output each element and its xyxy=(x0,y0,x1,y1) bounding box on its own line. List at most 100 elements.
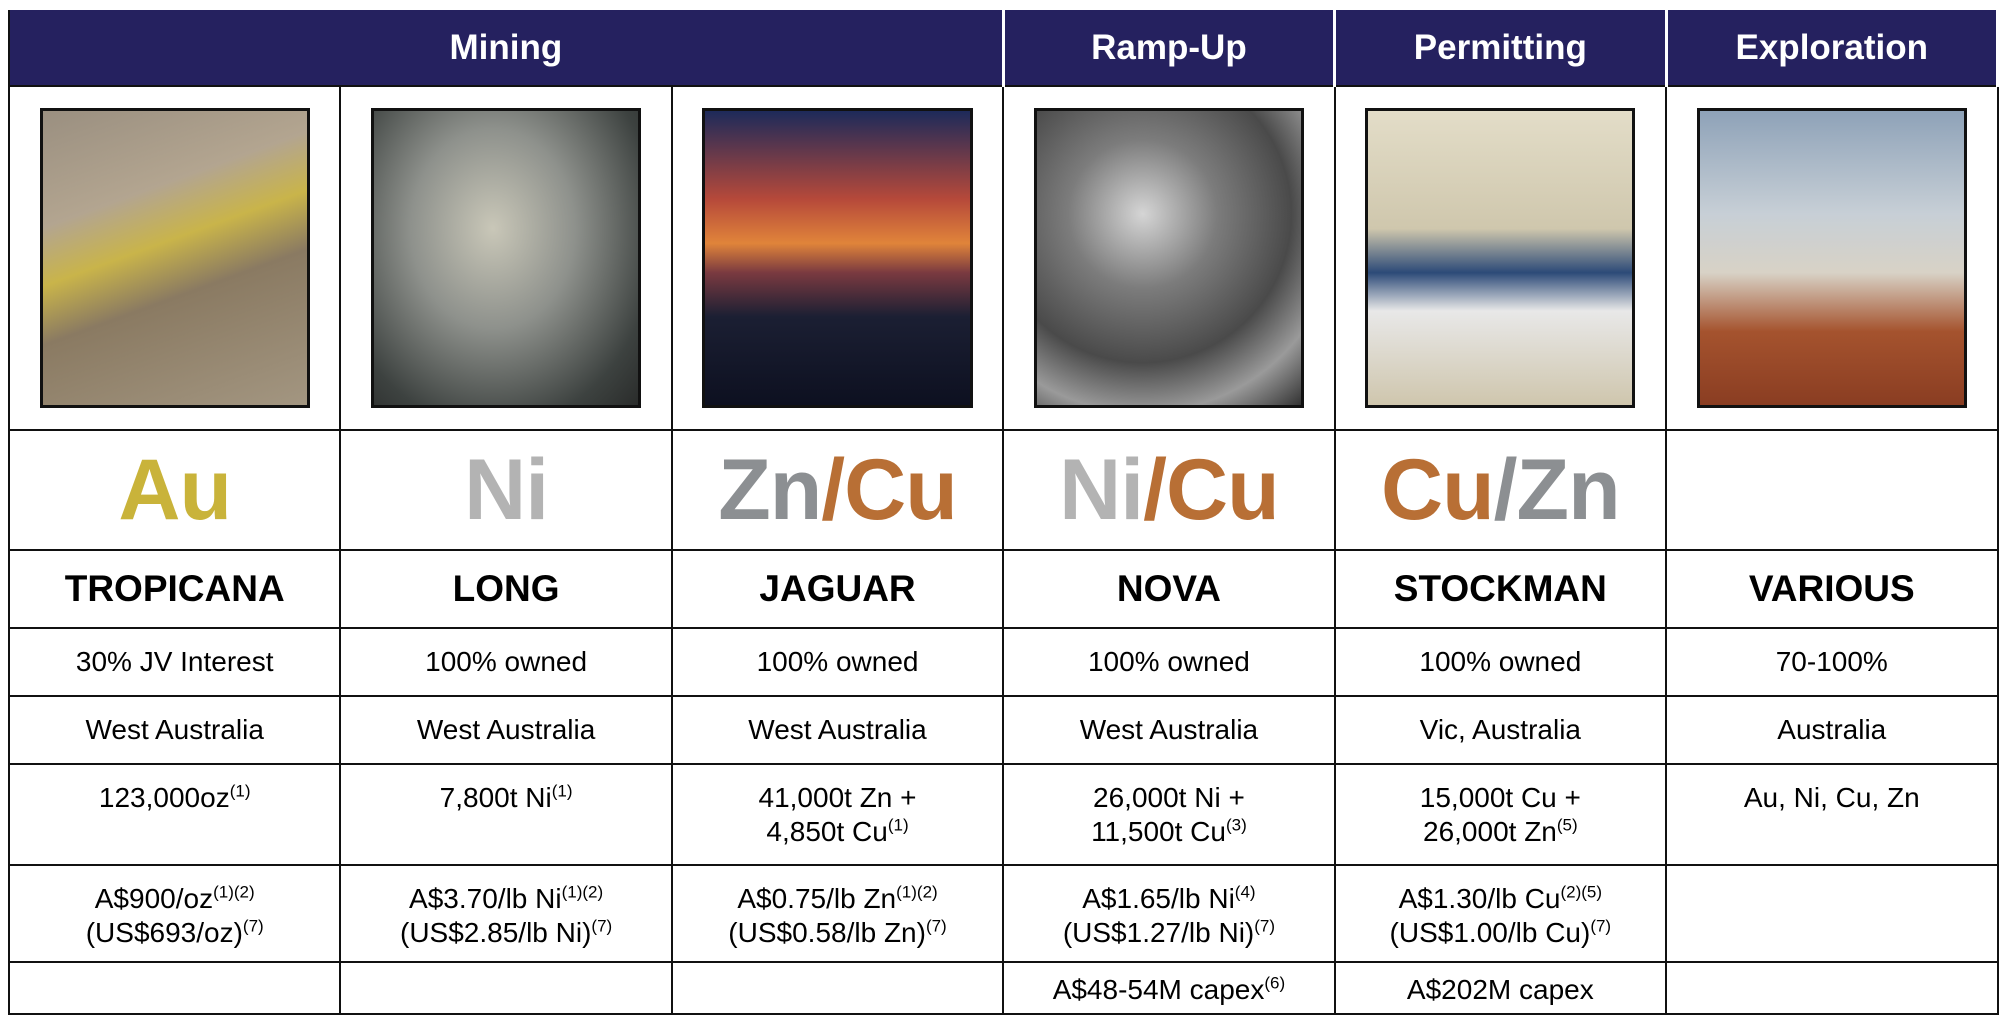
element-cell: Cu/Zn xyxy=(1335,430,1666,550)
capex-cell: A$48-54M capex(6) xyxy=(1003,962,1334,1014)
production-line: 26,000t Zn(5) xyxy=(1336,815,1665,849)
footnote-ref: (7) xyxy=(1254,917,1275,936)
element-symbol: Au xyxy=(118,442,231,538)
footnote-ref: (3) xyxy=(1226,816,1247,835)
production-line: 15,000t Cu + xyxy=(1336,781,1665,815)
footnote-ref: (1) xyxy=(552,782,573,801)
cost-text: A$3.70/lb Ni xyxy=(409,883,562,914)
production-text: 123,000oz xyxy=(99,782,230,813)
cost-cell: A$900/oz(1)(2)(US$693/oz)(7) xyxy=(9,865,340,962)
production-line: 123,000oz(1) xyxy=(10,781,339,815)
project-name: JAGUAR xyxy=(672,550,1003,628)
cost-cell: A$1.65/lb Ni(4)(US$1.27/lb Ni)(7) xyxy=(1003,865,1334,962)
cost-text: A$900/oz xyxy=(95,883,213,914)
location: West Australia xyxy=(340,696,671,764)
cost-line: A$3.70/lb Ni(1)(2) xyxy=(341,882,670,916)
table-row xyxy=(9,86,1998,430)
cost-line: A$900/oz(1)(2) xyxy=(10,882,339,916)
element-symbol: Cu xyxy=(1381,442,1494,538)
photo-cell xyxy=(9,86,340,430)
project-name: LONG xyxy=(340,550,671,628)
footnote-ref: (1)(2) xyxy=(562,883,604,902)
ownership: 70-100% xyxy=(1666,628,1997,696)
production-text: 26,000t Zn xyxy=(1423,816,1557,847)
cost-line: (US$693/oz)(7) xyxy=(10,916,339,950)
footnote-ref: (6) xyxy=(1264,974,1285,993)
cost-text: (US$2.85/lb Ni) xyxy=(400,917,591,948)
footnote-ref: (1)(2) xyxy=(213,883,255,902)
production-line: 4,850t Cu(1) xyxy=(673,815,1002,849)
location: West Australia xyxy=(1003,696,1334,764)
ownership: 100% owned xyxy=(672,628,1003,696)
photo xyxy=(1034,108,1304,408)
project-name: TROPICANA xyxy=(9,550,340,628)
footnote-ref: (1) xyxy=(888,816,909,835)
page: MiningRamp-UpPermittingExploration Au Ni Zn… xyxy=(0,0,1999,1020)
photo-cell xyxy=(340,86,671,430)
footnote-ref: (2)(5) xyxy=(1560,883,1602,902)
element-cell xyxy=(1666,430,1997,550)
production-line: Au, Ni, Cu, Zn xyxy=(1667,781,1996,815)
stage-header: Mining xyxy=(9,10,1003,86)
cost-cell: A$1.30/lb Cu(2)(5)(US$1.00/lb Cu)(7) xyxy=(1335,865,1666,962)
cost-text: (US$1.27/lb Ni) xyxy=(1063,917,1254,948)
production-line: 26,000t Ni + xyxy=(1004,781,1333,815)
production-line: 41,000t Zn + xyxy=(673,781,1002,815)
production-cell: Au, Ni, Cu, Zn xyxy=(1666,764,1997,865)
production-line: 7,800t Ni(1) xyxy=(341,781,670,815)
photo xyxy=(1697,108,1967,408)
cost-line: A$1.30/lb Cu(2)(5) xyxy=(1336,882,1665,916)
location: Vic, Australia xyxy=(1335,696,1666,764)
capex-cell xyxy=(672,962,1003,1014)
footnote-ref: (1) xyxy=(230,782,251,801)
element-cell: Zn/Cu xyxy=(672,430,1003,550)
footnote-ref: (1)(2) xyxy=(896,883,938,902)
ownership: 30% JV Interest xyxy=(9,628,340,696)
photo-cell xyxy=(1003,86,1334,430)
capex-cell xyxy=(1666,962,1997,1014)
table-row: Au Ni Zn/Cu Ni/Cu Cu/Zn xyxy=(9,430,1998,550)
project-name: VARIOUS xyxy=(1666,550,1997,628)
element-symbol: /Cu xyxy=(821,442,957,538)
cost-text: A$1.30/lb Cu xyxy=(1399,883,1561,914)
ownership: 100% owned xyxy=(340,628,671,696)
production-text: 11,500t Cu xyxy=(1091,816,1226,847)
production-cell: 41,000t Zn +4,850t Cu(1) xyxy=(672,764,1003,865)
cost-text: A$1.65/lb Ni xyxy=(1082,883,1235,914)
production-text: 26,000t Ni + xyxy=(1093,782,1245,813)
cost-line: A$0.75/lb Zn(1)(2) xyxy=(673,882,1002,916)
location: Australia xyxy=(1666,696,1997,764)
element-symbol: Ni xyxy=(464,442,548,538)
production-text: 15,000t Cu + xyxy=(1420,782,1581,813)
cost-line: (US$1.00/lb Cu)(7) xyxy=(1336,916,1665,950)
footnote-ref: (5) xyxy=(1557,816,1578,835)
production-cell: 123,000oz(1) xyxy=(9,764,340,865)
capex-cell: A$202M capex xyxy=(1335,962,1666,1014)
production-cell: 15,000t Cu +26,000t Zn(5) xyxy=(1335,764,1666,865)
cost-cell: A$3.70/lb Ni(1)(2)(US$2.85/lb Ni)(7) xyxy=(340,865,671,962)
footnote-ref: (7) xyxy=(591,917,612,936)
photo xyxy=(40,108,310,408)
element-cell: Ni xyxy=(340,430,671,550)
stage-header: Ramp-Up xyxy=(1003,10,1334,86)
table-row: 123,000oz(1)7,800t Ni(1)41,000t Zn +4,85… xyxy=(9,764,1998,865)
cost-text: (US$693/oz) xyxy=(86,917,243,948)
capex-line: A$48-54M capex(6) xyxy=(1004,973,1333,1007)
ownership: 100% owned xyxy=(1003,628,1334,696)
capex-text: A$202M capex xyxy=(1407,974,1594,1005)
capex-cell xyxy=(340,962,671,1014)
stage-header: Permitting xyxy=(1335,10,1666,86)
cost-cell xyxy=(1666,865,1997,962)
capex-text: A$48-54M capex xyxy=(1053,974,1265,1005)
stage-header: Exploration xyxy=(1666,10,1997,86)
production-cell: 26,000t Ni +11,500t Cu(3) xyxy=(1003,764,1334,865)
element-symbol: Zn xyxy=(718,442,821,538)
production-cell: 7,800t Ni(1) xyxy=(340,764,671,865)
element-symbol: Ni xyxy=(1059,442,1143,538)
cost-text: A$0.75/lb Zn xyxy=(737,883,896,914)
table-row: A$48-54M capex(6) A$202M capex xyxy=(9,962,1998,1014)
photo-cell xyxy=(672,86,1003,430)
